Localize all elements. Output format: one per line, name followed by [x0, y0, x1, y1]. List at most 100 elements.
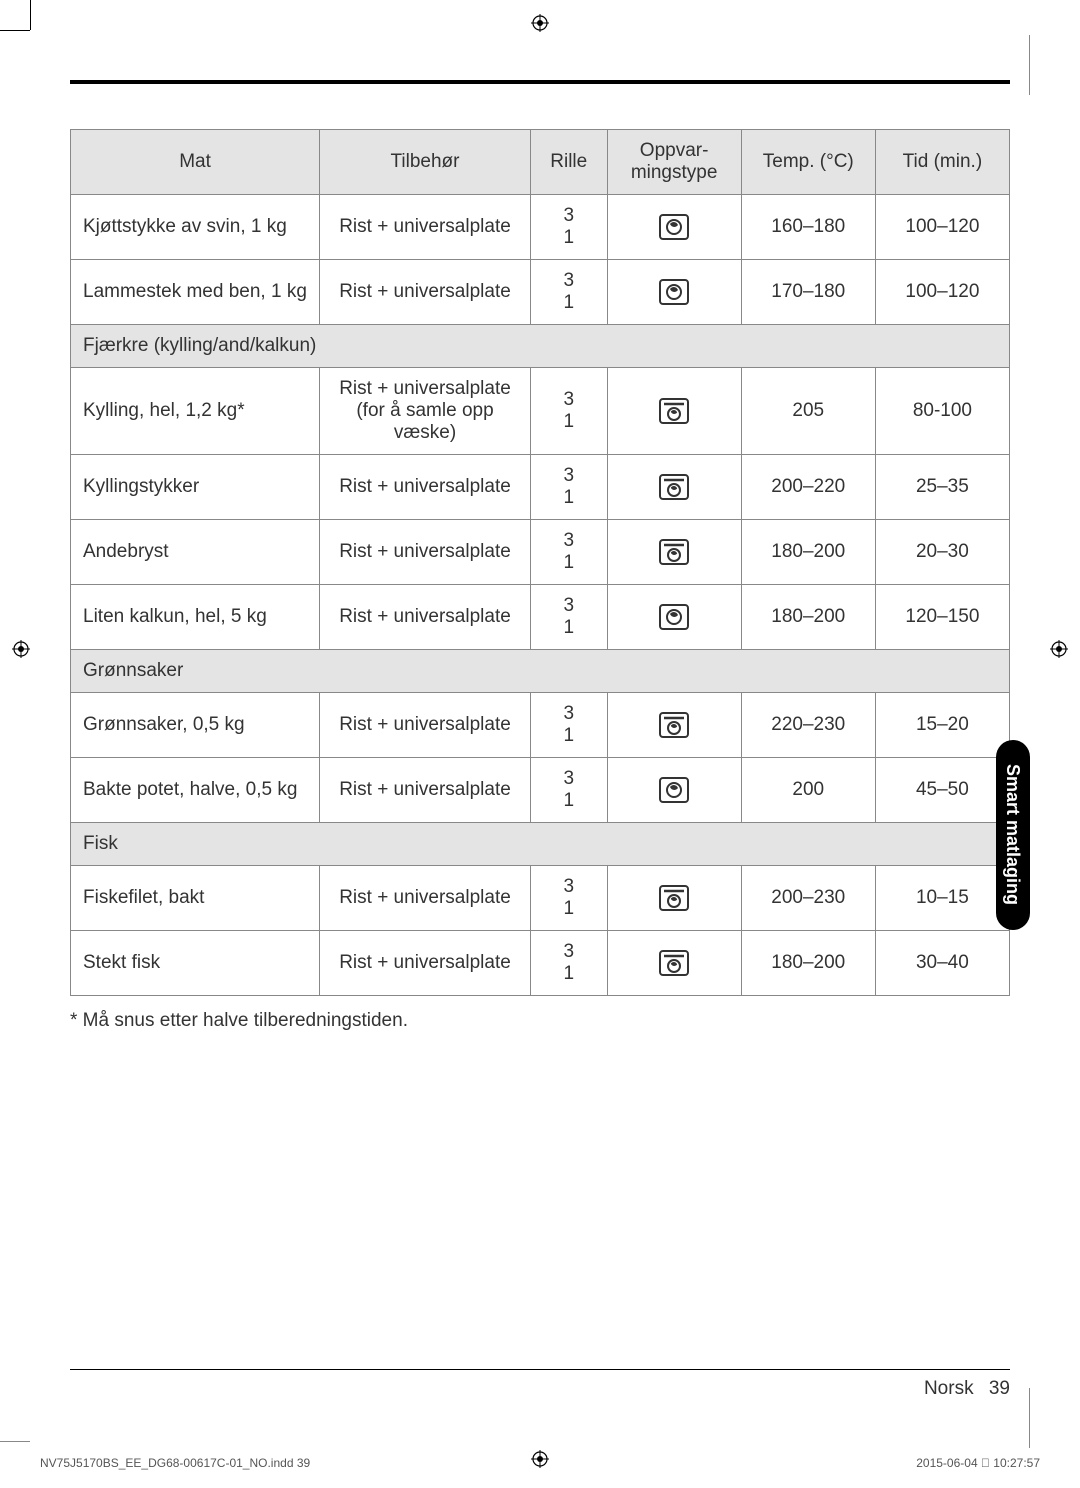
- table-row: Kylling, hel, 1,2 kg*Rist + universalpla…: [71, 368, 1010, 455]
- table-row: Kjøttstykke av svin, 1 kgRist + universa…: [71, 195, 1010, 260]
- table-row: KyllingstykkerRist + universalplate31 200…: [71, 455, 1010, 520]
- cell-rille: 31: [530, 520, 607, 585]
- footnote: * Må snus etter halve tilberedningstiden…: [70, 1010, 1010, 1032]
- cell-tid: 30–40: [875, 931, 1009, 996]
- cell-mat: Stekt fisk: [71, 931, 320, 996]
- cell-tid: 25–35: [875, 455, 1009, 520]
- cell-rille: 31: [530, 693, 607, 758]
- section-label: Grønnsaker: [71, 650, 1010, 693]
- section-tab: Smart matlaging: [996, 740, 1030, 930]
- cell-tid: 120–150: [875, 585, 1009, 650]
- table-row: Liten kalkun, hel, 5 kgRist + universalp…: [71, 585, 1010, 650]
- cell-tilbehor: Rist + universalplate: [320, 455, 531, 520]
- cell-mat: Kyllingstykker: [71, 455, 320, 520]
- cell-rille: 31: [530, 368, 607, 455]
- cell-temp: 180–200: [741, 520, 875, 585]
- cell-temp: 180–200: [741, 585, 875, 650]
- table-section-row: Fisk: [71, 823, 1010, 866]
- cell-tid: 100–120: [875, 260, 1009, 325]
- cell-rille: 31: [530, 585, 607, 650]
- crop-mark: [1029, 35, 1030, 95]
- cooking-table: Mat Tilbehør Rille Oppvar- mingstype Tem…: [70, 129, 1010, 996]
- cell-rille: 31: [530, 260, 607, 325]
- cell-temp: 200: [741, 758, 875, 823]
- col-header-temp: Temp. (°C): [741, 130, 875, 195]
- cell-rille: 31: [530, 455, 607, 520]
- section-label: Fisk: [71, 823, 1010, 866]
- table-row: Grønnsaker, 0,5 kgRist + universalplate3…: [71, 693, 1010, 758]
- cell-mat: Kjøttstykke av svin, 1 kg: [71, 195, 320, 260]
- print-footer: NV75J5170BS_EE_DG68-00617C-01_NO.indd 39…: [40, 1456, 1040, 1470]
- cell-tid: 10–15: [875, 866, 1009, 931]
- top-rule: [70, 80, 1010, 84]
- cell-tid: 100–120: [875, 195, 1009, 260]
- cell-mat: Andebryst: [71, 520, 320, 585]
- cell-tid: 80-100: [875, 368, 1009, 455]
- table-row: Bakte potet, halve, 0,5 kgRist + univers…: [71, 758, 1010, 823]
- col-header-rille: Rille: [530, 130, 607, 195]
- cell-rille: 31: [530, 758, 607, 823]
- cell-oppvar-icon: [607, 931, 741, 996]
- page-footer: Norsk 39: [70, 1369, 1010, 1400]
- cell-temp: 205: [741, 368, 875, 455]
- col-header-mat: Mat: [71, 130, 320, 195]
- cell-mat: Bakte potet, halve, 0,5 kg: [71, 758, 320, 823]
- registration-mark-icon: [531, 14, 549, 32]
- cell-mat: Lammestek med ben, 1 kg: [71, 260, 320, 325]
- cell-oppvar-icon: [607, 693, 741, 758]
- crop-mark: [0, 30, 30, 31]
- print-footer-left: NV75J5170BS_EE_DG68-00617C-01_NO.indd 39: [40, 1456, 310, 1470]
- cell-tilbehor: Rist + universalplate: [320, 931, 531, 996]
- cell-tilbehor: Rist + universalplate: [320, 585, 531, 650]
- table-row: AndebrystRist + universalplate31180–2002…: [71, 520, 1010, 585]
- cell-tilbehor: Rist + universalplate: [320, 866, 531, 931]
- cell-rille: 31: [530, 195, 607, 260]
- cell-temp: 160–180: [741, 195, 875, 260]
- page-content: Mat Tilbehør Rille Oppvar- mingstype Tem…: [0, 0, 1080, 1072]
- cell-rille: 31: [530, 931, 607, 996]
- footer-page-number: 39: [989, 1378, 1010, 1399]
- crop-mark: [30, 0, 31, 30]
- cell-oppvar-icon: [607, 585, 741, 650]
- cell-mat: Kylling, hel, 1,2 kg*: [71, 368, 320, 455]
- crop-mark: [1029, 1388, 1030, 1448]
- col-header-oppvar: Oppvar- mingstype: [607, 130, 741, 195]
- table-section-row: Grønnsaker: [71, 650, 1010, 693]
- cell-tilbehor: Rist + universalplate: [320, 693, 531, 758]
- table-row: Lammestek med ben, 1 kgRist + universalp…: [71, 260, 1010, 325]
- registration-mark-icon: [1050, 640, 1068, 658]
- cell-temp: 200–230: [741, 866, 875, 931]
- print-footer-right: 2015-06-04 􀀀 10:27:57: [916, 1456, 1040, 1470]
- cell-temp: 200–220: [741, 455, 875, 520]
- cell-temp: 170–180: [741, 260, 875, 325]
- cell-mat: Grønnsaker, 0,5 kg: [71, 693, 320, 758]
- footer-language: Norsk: [924, 1378, 974, 1399]
- cell-tid: 15–20: [875, 693, 1009, 758]
- cell-oppvar-icon: [607, 260, 741, 325]
- col-header-tilbehor: Tilbehør: [320, 130, 531, 195]
- crop-mark: [0, 1441, 30, 1442]
- cell-tilbehor: Rist + universalplate (for å samle opp v…: [320, 368, 531, 455]
- table-row: Stekt fiskRist + universalplate31 180–200…: [71, 931, 1010, 996]
- cell-oppvar-icon: [607, 866, 741, 931]
- cell-mat: Fiskefilet, bakt: [71, 866, 320, 931]
- table-section-row: Fjærkre (kylling/and/kalkun): [71, 325, 1010, 368]
- col-header-tid: Tid (min.): [875, 130, 1009, 195]
- cell-oppvar-icon: [607, 368, 741, 455]
- registration-mark-icon: [12, 640, 30, 658]
- cell-tid: 45–50: [875, 758, 1009, 823]
- cell-tilbehor: Rist + universalplate: [320, 758, 531, 823]
- cell-oppvar-icon: [607, 195, 741, 260]
- cell-temp: 180–200: [741, 931, 875, 996]
- section-label: Fjærkre (kylling/and/kalkun): [71, 325, 1010, 368]
- cell-tilbehor: Rist + universalplate: [320, 260, 531, 325]
- cell-oppvar-icon: [607, 520, 741, 585]
- cell-tilbehor: Rist + universalplate: [320, 520, 531, 585]
- cell-rille: 31: [530, 866, 607, 931]
- cell-temp: 220–230: [741, 693, 875, 758]
- cell-oppvar-icon: [607, 758, 741, 823]
- cell-oppvar-icon: [607, 455, 741, 520]
- table-header-row: Mat Tilbehør Rille Oppvar- mingstype Tem…: [71, 130, 1010, 195]
- cell-mat: Liten kalkun, hel, 5 kg: [71, 585, 320, 650]
- table-row: Fiskefilet, baktRist + universalplate31 2…: [71, 866, 1010, 931]
